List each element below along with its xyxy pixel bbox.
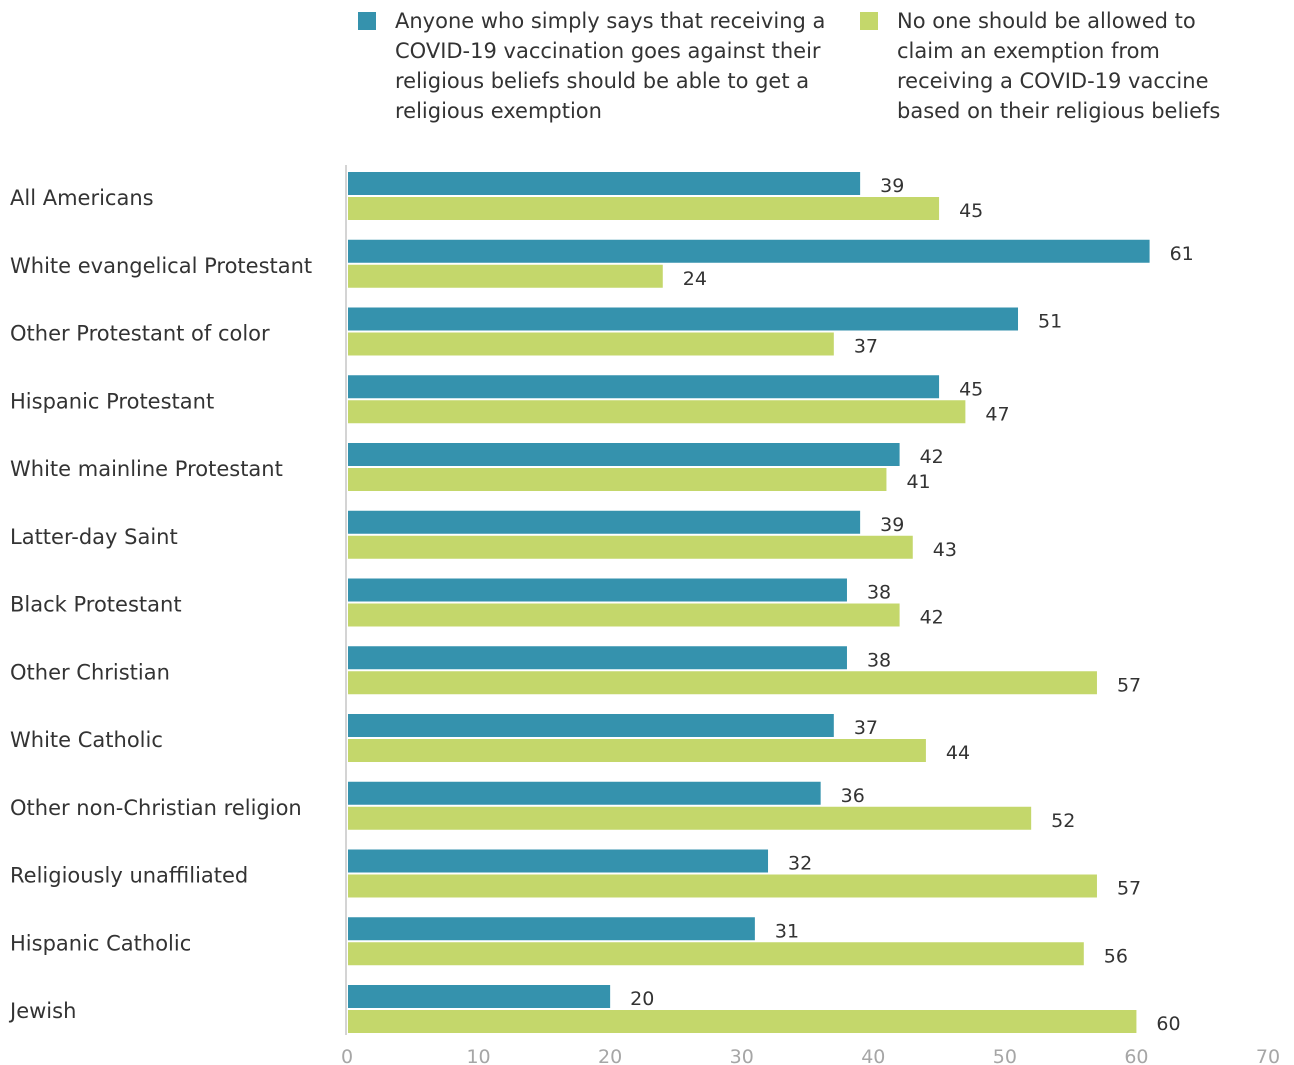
data-label-series-2: 42: [920, 607, 944, 629]
bar-series-2: [348, 603, 900, 627]
bar-series-1: [348, 172, 861, 195]
x-tick-label: 20: [598, 1046, 622, 1065]
category-label: Latter-day Saint: [10, 525, 178, 549]
x-tick-label: 0: [341, 1046, 353, 1065]
bar-series-2: [348, 874, 1097, 898]
data-label-series-1: 31: [775, 920, 799, 942]
bar-series-1: [348, 781, 821, 805]
data-label-series-1: 36: [841, 785, 865, 807]
bar-series-2: [348, 468, 887, 491]
bar-series-1: [348, 510, 861, 534]
bar-series-1: [348, 985, 611, 1008]
data-label-series-2: 56: [1104, 945, 1128, 967]
x-tick-label: 50: [993, 1046, 1017, 1065]
data-label-series-2: 43: [933, 539, 957, 561]
x-tick-label: 70: [1256, 1046, 1280, 1065]
data-label-series-1: 32: [788, 853, 812, 875]
data-label-series-2: 57: [1117, 878, 1141, 900]
bar-series-2: [348, 1010, 1137, 1033]
data-label-series-1: 38: [867, 649, 891, 671]
category-label: Other Christian: [10, 660, 170, 684]
bar-series-1: [348, 646, 847, 670]
bar-series-1: [348, 443, 900, 466]
category-label: White Catholic: [10, 728, 163, 752]
category-label: All Americans: [10, 186, 154, 210]
data-label-series-2: 37: [854, 336, 878, 358]
category-label: Hispanic Protestant: [10, 389, 214, 413]
bar-series-1: [348, 578, 847, 602]
x-tick-label: 10: [466, 1046, 490, 1065]
data-label-series-1: 39: [880, 514, 904, 536]
data-label-series-2: 45: [959, 200, 983, 222]
data-label-series-1: 39: [880, 175, 904, 197]
data-label-series-2: 24: [683, 268, 707, 290]
bar-series-2: [348, 535, 913, 559]
legend-label-series-1: Anyone who simply says that receiving a …: [395, 9, 826, 123]
data-label-series-1: 20: [630, 988, 654, 1010]
category-label: Hispanic Catholic: [10, 931, 191, 955]
bar-series-1: [348, 239, 1150, 263]
data-label-series-2: 60: [1156, 1013, 1180, 1035]
category-label: Black Protestant: [10, 593, 182, 617]
category-label: Other non-Christian religion: [10, 796, 302, 820]
bar-series-1: [348, 849, 769, 873]
category-label: White mainline Protestant: [10, 457, 283, 481]
category-label: Jewish: [8, 999, 76, 1023]
data-label-series-2: 52: [1051, 810, 1075, 832]
legend-label-series-2: No one should be allowed to claim an exe…: [897, 9, 1221, 123]
bar-series-1: [348, 917, 755, 941]
legend-swatch-series-2: [860, 12, 878, 30]
bar-series-1: [348, 714, 834, 737]
data-label-series-1: 38: [867, 582, 891, 604]
data-label-series-1: 42: [920, 446, 944, 468]
bar-series-2: [348, 739, 926, 762]
x-tick-label: 30: [730, 1046, 754, 1065]
data-label-series-2: 41: [906, 471, 930, 493]
data-label-series-1: 61: [1170, 243, 1194, 265]
bar-series-2: [348, 400, 966, 424]
bar-series-2: [348, 264, 663, 288]
bar-series-2: [348, 332, 834, 356]
category-label: Religiously unaffiliated: [10, 864, 248, 888]
category-label: White evangelical Protestant: [10, 254, 312, 278]
data-label-series-1: 37: [854, 717, 878, 739]
data-label-series-2: 47: [985, 403, 1009, 425]
bar-series-1: [348, 307, 1019, 331]
x-tick-label: 60: [1124, 1046, 1148, 1065]
bar-series-2: [348, 197, 940, 220]
bar-series-2: [348, 942, 1084, 966]
x-tick-label: 40: [861, 1046, 885, 1065]
category-label: Other Protestant of color: [10, 322, 270, 346]
legend-swatch-series-1: [358, 12, 376, 30]
data-label-series-1: 45: [959, 378, 983, 400]
bar-series-2: [348, 671, 1097, 695]
bar-series-2: [348, 806, 1032, 830]
data-label-series-2: 44: [946, 742, 970, 764]
bar-series-1: [348, 375, 940, 399]
data-label-series-2: 57: [1117, 674, 1141, 696]
data-label-series-1: 51: [1038, 311, 1062, 333]
